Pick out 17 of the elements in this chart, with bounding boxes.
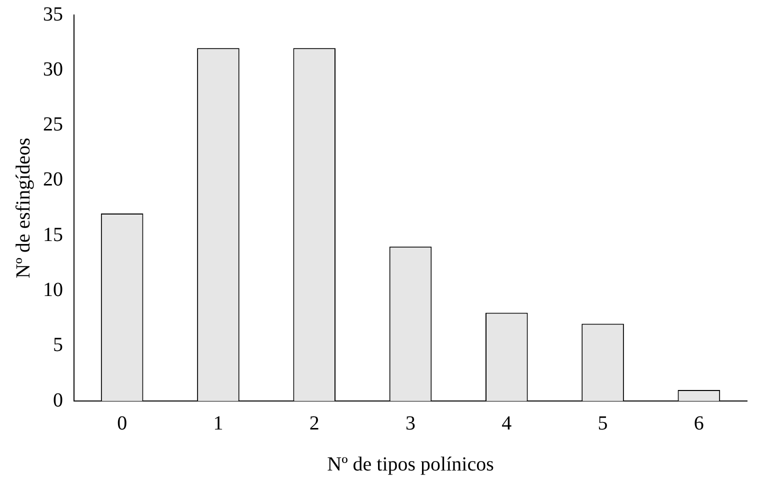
y-axis-title: Nº de esfingídeos <box>12 137 34 278</box>
y-tick-label: 20 <box>43 168 63 191</box>
x-tick-label: 4 <box>502 412 512 434</box>
x-tick-label: 1 <box>213 412 224 434</box>
y-tick-label: 10 <box>43 278 63 301</box>
x-tick-label: 3 <box>406 412 416 434</box>
x-axis-title: Nº de tipos polínicos <box>327 453 494 476</box>
y-tick-label: 35 <box>43 3 63 26</box>
y-tick-label: 5 <box>53 334 63 356</box>
x-tick-label: 5 <box>598 412 608 434</box>
y-tick-label: 30 <box>43 58 63 80</box>
x-tick-label: 2 <box>309 412 320 434</box>
y-tick-label: 15 <box>43 224 63 246</box>
x-tick-label: 0 <box>117 412 128 434</box>
y-tick-label: 25 <box>43 114 63 136</box>
y-tick-label: 0 <box>53 389 63 412</box>
x-tick-label: 6 <box>694 412 704 434</box>
